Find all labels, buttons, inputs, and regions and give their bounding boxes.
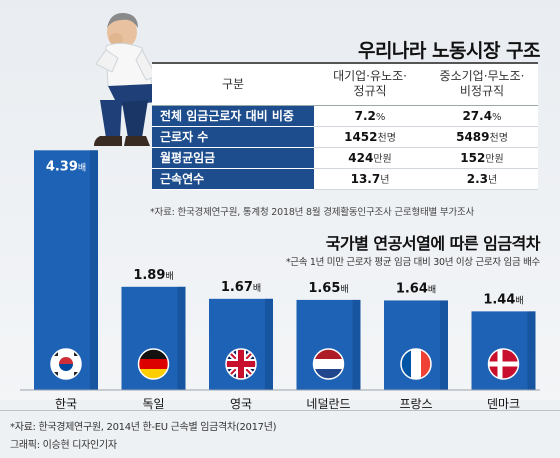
graphic-credit: 그래픽: 이승현 디자인기자 <box>10 440 117 451</box>
header-small-firms: 중소기업·무노조· 비정규직 <box>426 62 538 106</box>
cell-large: 13.7년 <box>314 168 426 190</box>
chart-title: 우리나라 노동시장 구조 <box>357 40 541 62</box>
cell-large: 1452천명 <box>314 126 426 148</box>
row-label: 근속연수 <box>152 168 314 190</box>
row-label: 월평균임금 <box>152 147 314 169</box>
row-label: 근로자 수 <box>152 126 314 148</box>
table-row: 근속연수 13.7년 2.3년 <box>152 168 538 190</box>
bar-shade <box>177 286 186 390</box>
bar-shade <box>352 299 361 390</box>
row-label: 전체 임금근로자 대비 비중 <box>152 105 314 127</box>
value-label: 1.67배 <box>221 280 261 295</box>
table-header-row: 구분 대기업·유노조· 정규직 중소기업·무노조· 비정규직 <box>152 62 538 106</box>
divider <box>0 410 560 411</box>
worried-man-illustration <box>94 12 157 146</box>
korea-flag-icon <box>50 348 82 380</box>
category-label: 한국 <box>55 397 77 411</box>
category-label: 독일 <box>142 397 164 411</box>
chart-subtitle: 국가별 연공서열에 따른 임금격차 <box>325 234 541 253</box>
cell-small: 27.4% <box>426 105 538 127</box>
header-large-firms: 대기업·유노조· 정규직 <box>314 62 426 106</box>
labor-market-table: 구분 대기업·유노조· 정규직 중소기업·무노조· 비정규직 전체 임금근로자 … <box>152 62 538 190</box>
france-flag-icon <box>400 348 432 380</box>
table-row: 근로자 수 1452천명 5489천명 <box>152 126 538 148</box>
chart-source: *자료: 한국경제연구원, 2014년 한-EU 근속별 임금격차(2017년) <box>10 422 277 433</box>
value-label: 1.44배 <box>483 292 523 307</box>
bar-shade <box>265 298 273 390</box>
bar-shade <box>90 150 98 390</box>
germany-flag-icon <box>137 348 170 380</box>
cell-large: 7.2% <box>314 105 426 127</box>
cell-small: 2.3년 <box>426 168 538 190</box>
category-label: 네덜란드 <box>306 397 350 411</box>
uk-flag-icon <box>225 348 257 380</box>
category-label: 영국 <box>230 397 252 411</box>
cell-small: 5489천명 <box>426 126 538 148</box>
chart-note: *근속 1년 미만 근로자 평균 임금 대비 30년 이상 근로자 임금 배수 <box>285 257 540 268</box>
table-row: 월평균임금 424만원 152만원 <box>152 147 538 169</box>
category-label: 덴마크 <box>487 397 520 411</box>
value-label: 1.64배 <box>396 281 436 296</box>
netherlands-flag-icon <box>312 348 345 380</box>
value-label: 4.39배 <box>46 159 86 174</box>
bar-shade <box>440 300 448 390</box>
cell-large: 424만원 <box>314 147 426 169</box>
value-label: 1.89배 <box>133 268 173 283</box>
category-label: 프랑스 <box>399 397 432 411</box>
denmark-flag-icon <box>487 348 520 380</box>
table-row: 전체 임금근로자 대비 비중 7.2% 27.4% <box>152 105 538 127</box>
header-category: 구분 <box>152 62 314 106</box>
table-source: *자료: 한국경제연구원, 통계청 2018년 8월 경제활동인구조사 근로형태… <box>150 207 475 218</box>
cell-small: 152만원 <box>426 147 538 169</box>
value-label: 1.65배 <box>308 281 348 296</box>
bar-shade <box>527 311 536 390</box>
